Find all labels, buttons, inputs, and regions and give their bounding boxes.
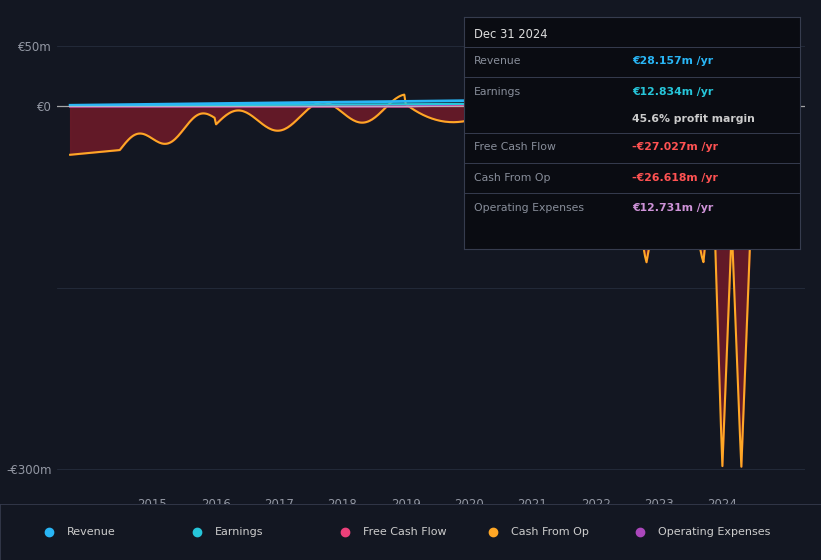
Text: Operating Expenses: Operating Expenses bbox=[658, 527, 771, 537]
Text: -€26.618m /yr: -€26.618m /yr bbox=[632, 172, 718, 183]
Text: Revenue: Revenue bbox=[474, 57, 521, 66]
Text: Cash From Op: Cash From Op bbox=[474, 172, 550, 183]
Text: €28.157m /yr: €28.157m /yr bbox=[632, 57, 713, 66]
Text: Free Cash Flow: Free Cash Flow bbox=[363, 527, 447, 537]
Text: Free Cash Flow: Free Cash Flow bbox=[474, 142, 556, 152]
Text: -€27.027m /yr: -€27.027m /yr bbox=[632, 142, 718, 152]
Text: Dec 31 2024: Dec 31 2024 bbox=[474, 29, 548, 41]
Text: Operating Expenses: Operating Expenses bbox=[474, 203, 584, 213]
Text: 45.6% profit margin: 45.6% profit margin bbox=[632, 114, 755, 124]
Text: Earnings: Earnings bbox=[215, 527, 264, 537]
Text: Revenue: Revenue bbox=[67, 527, 116, 537]
Text: €12.731m /yr: €12.731m /yr bbox=[632, 203, 713, 213]
Text: Earnings: Earnings bbox=[474, 87, 521, 96]
Text: €12.834m /yr: €12.834m /yr bbox=[632, 87, 713, 96]
Text: Cash From Op: Cash From Op bbox=[511, 527, 589, 537]
